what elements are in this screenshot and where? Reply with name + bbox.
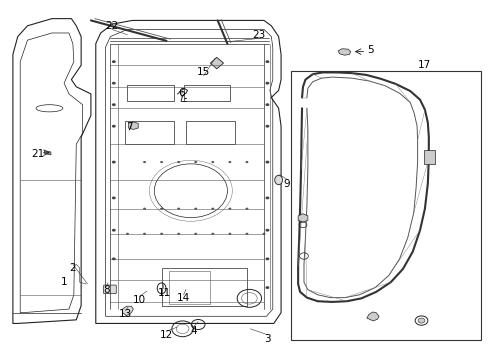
Polygon shape bbox=[122, 306, 133, 316]
Text: 16: 16 bbox=[316, 118, 329, 128]
Bar bbox=[168, 271, 210, 304]
Circle shape bbox=[245, 233, 248, 235]
Text: 21: 21 bbox=[31, 149, 44, 159]
Circle shape bbox=[143, 233, 146, 235]
Circle shape bbox=[417, 318, 424, 323]
Circle shape bbox=[265, 229, 269, 231]
Circle shape bbox=[265, 125, 269, 128]
Bar bbox=[127, 85, 173, 101]
Bar bbox=[125, 121, 173, 144]
Circle shape bbox=[143, 208, 146, 210]
Circle shape bbox=[211, 161, 214, 163]
Circle shape bbox=[112, 286, 116, 289]
Ellipse shape bbox=[274, 175, 282, 185]
Circle shape bbox=[112, 257, 116, 260]
Circle shape bbox=[112, 60, 116, 63]
Text: 8: 8 bbox=[103, 285, 110, 295]
Polygon shape bbox=[128, 122, 138, 130]
Circle shape bbox=[262, 233, 265, 235]
Text: 12: 12 bbox=[160, 330, 173, 340]
Text: 13: 13 bbox=[119, 310, 132, 319]
Circle shape bbox=[112, 125, 116, 128]
Circle shape bbox=[160, 161, 163, 163]
Polygon shape bbox=[210, 57, 223, 69]
Circle shape bbox=[160, 208, 163, 210]
Bar bbox=[290, 71, 480, 339]
Text: 9: 9 bbox=[283, 179, 290, 189]
Polygon shape bbox=[298, 214, 307, 222]
Text: 23: 23 bbox=[252, 30, 265, 40]
Circle shape bbox=[177, 161, 180, 163]
Circle shape bbox=[194, 161, 197, 163]
Text: 19: 19 bbox=[364, 319, 377, 329]
Text: 4: 4 bbox=[190, 325, 196, 336]
Text: 11: 11 bbox=[157, 288, 170, 298]
Bar bbox=[423, 150, 434, 164]
Circle shape bbox=[143, 161, 146, 163]
Circle shape bbox=[265, 197, 269, 199]
Circle shape bbox=[265, 103, 269, 106]
Polygon shape bbox=[366, 312, 378, 321]
Polygon shape bbox=[310, 119, 322, 126]
Circle shape bbox=[265, 161, 269, 163]
Circle shape bbox=[194, 208, 197, 210]
Circle shape bbox=[245, 161, 248, 163]
Circle shape bbox=[265, 257, 269, 260]
Circle shape bbox=[177, 233, 180, 235]
Circle shape bbox=[265, 82, 269, 85]
Text: 18: 18 bbox=[298, 248, 311, 258]
Circle shape bbox=[112, 82, 116, 85]
Text: 2: 2 bbox=[69, 263, 76, 273]
Text: 6: 6 bbox=[178, 88, 184, 98]
Circle shape bbox=[245, 208, 248, 210]
Circle shape bbox=[126, 233, 129, 235]
Bar bbox=[161, 268, 246, 306]
Text: 7: 7 bbox=[125, 122, 132, 132]
Circle shape bbox=[265, 286, 269, 289]
Text: 14: 14 bbox=[177, 293, 190, 303]
Text: 3: 3 bbox=[264, 333, 271, 343]
Circle shape bbox=[112, 229, 116, 231]
Circle shape bbox=[211, 208, 214, 210]
Circle shape bbox=[112, 197, 116, 199]
Bar bbox=[185, 121, 234, 144]
Text: 10: 10 bbox=[132, 295, 145, 305]
Text: 22: 22 bbox=[105, 21, 118, 31]
Circle shape bbox=[160, 233, 163, 235]
Polygon shape bbox=[337, 49, 350, 55]
Circle shape bbox=[228, 233, 231, 235]
Circle shape bbox=[194, 233, 197, 235]
Text: 15: 15 bbox=[197, 67, 210, 77]
Bar bbox=[183, 85, 229, 101]
Circle shape bbox=[228, 208, 231, 210]
Text: 17: 17 bbox=[417, 60, 430, 70]
Text: 1: 1 bbox=[61, 277, 67, 287]
Circle shape bbox=[228, 161, 231, 163]
Circle shape bbox=[265, 60, 269, 63]
Circle shape bbox=[211, 233, 214, 235]
Polygon shape bbox=[44, 150, 51, 155]
FancyBboxPatch shape bbox=[103, 285, 116, 294]
Text: 5: 5 bbox=[366, 45, 373, 55]
Circle shape bbox=[177, 208, 180, 210]
Circle shape bbox=[112, 103, 116, 106]
Text: 20: 20 bbox=[292, 212, 305, 221]
Circle shape bbox=[112, 161, 116, 163]
Text: 20: 20 bbox=[418, 319, 430, 329]
